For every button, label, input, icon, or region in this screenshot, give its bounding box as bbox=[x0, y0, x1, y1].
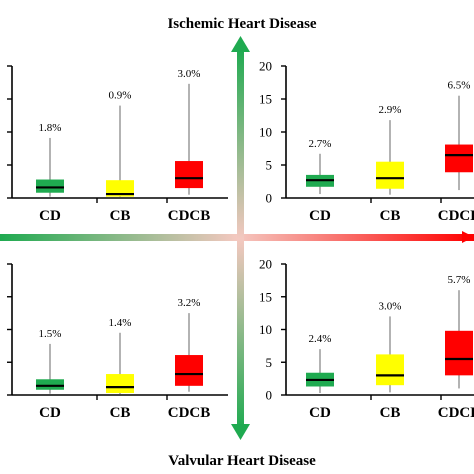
box-CB bbox=[376, 354, 404, 386]
panel-top-left: 1.8% CD 0.9% CB 3.0% CDCB bbox=[7, 65, 228, 224]
y-tick-label: 5 bbox=[266, 355, 273, 370]
data-label-CB: 3.0% bbox=[379, 300, 402, 312]
category-label-CDCB: CDCB bbox=[438, 208, 474, 224]
box-CB bbox=[376, 161, 404, 189]
panel-bottom-right: 0 5 10 15 20 2.4% CD 3.0% CB 5.7% CDCB bbox=[259, 257, 474, 421]
box-CDCB bbox=[445, 144, 473, 173]
category-label-CD: CD bbox=[39, 405, 61, 421]
category-label-CD: CD bbox=[39, 208, 61, 224]
category-label-CB: CB bbox=[380, 208, 401, 224]
category-label-CD: CD bbox=[309, 405, 331, 421]
category-label-CB: CB bbox=[380, 405, 401, 421]
box-CD bbox=[36, 179, 64, 193]
y-tick-label: 0 bbox=[266, 191, 273, 206]
category-label-CB: CB bbox=[110, 405, 131, 421]
bottom-title: Valvular Heart Disease bbox=[168, 453, 316, 469]
y-tick-label: 10 bbox=[259, 322, 272, 337]
data-label-CDCB: 5.7% bbox=[448, 274, 471, 286]
panels: 1.8%CD0.9%CB3.0%CDCB051015202.7%CD2.9%CB… bbox=[7, 59, 474, 421]
y-tick-label: 20 bbox=[259, 59, 272, 74]
box-CDCB bbox=[175, 355, 203, 386]
y-tick-label: 20 bbox=[259, 257, 272, 272]
vertical-arrow-head-down bbox=[231, 424, 250, 440]
box-CDCB bbox=[175, 161, 203, 189]
data-label-CDCB: 6.5% bbox=[448, 80, 471, 92]
data-label-CB: 1.4% bbox=[109, 317, 132, 329]
data-label-CB: 0.9% bbox=[109, 90, 132, 102]
data-label-CB: 2.9% bbox=[379, 104, 402, 116]
data-label-CD: 2.4% bbox=[309, 333, 332, 345]
data-label-CD: 2.7% bbox=[309, 138, 332, 150]
vertical-arrow-head-up bbox=[231, 36, 250, 52]
vertical-arrow-bar bbox=[237, 48, 244, 430]
panel-bottom-left: 1.5% CD 1.4% CB 3.2% CDCB bbox=[7, 263, 228, 421]
y-tick-label: 5 bbox=[266, 158, 273, 173]
horizontal-arrow-head-right bbox=[462, 231, 474, 243]
top-title: Ischemic Heart Disease bbox=[167, 16, 316, 32]
y-tick-label: 15 bbox=[259, 92, 272, 107]
data-label-CD: 1.8% bbox=[39, 122, 62, 134]
category-label-CDCB: CDCB bbox=[168, 208, 211, 224]
category-label-CD: CD bbox=[309, 208, 331, 224]
category-label-CB: CB bbox=[110, 208, 131, 224]
category-label-CDCB: CDCB bbox=[168, 405, 211, 421]
panel-top-right: 0 5 10 15 20 2.7% CD 2.9% CB 6.5% CDCB bbox=[259, 59, 474, 224]
data-label-CDCB: 3.2% bbox=[178, 297, 201, 309]
box-CB bbox=[106, 180, 134, 197]
y-tick-label: 10 bbox=[259, 125, 272, 140]
box-CB bbox=[106, 374, 134, 394]
data-label-CD: 1.5% bbox=[39, 328, 62, 340]
box-CDCB bbox=[445, 330, 473, 376]
category-label-CDCB: CDCB bbox=[438, 405, 474, 421]
box-CD bbox=[36, 379, 64, 390]
y-tick-label: 15 bbox=[259, 289, 272, 304]
y-tick-label: 0 bbox=[266, 388, 273, 403]
data-label-CDCB: 3.0% bbox=[178, 68, 201, 80]
